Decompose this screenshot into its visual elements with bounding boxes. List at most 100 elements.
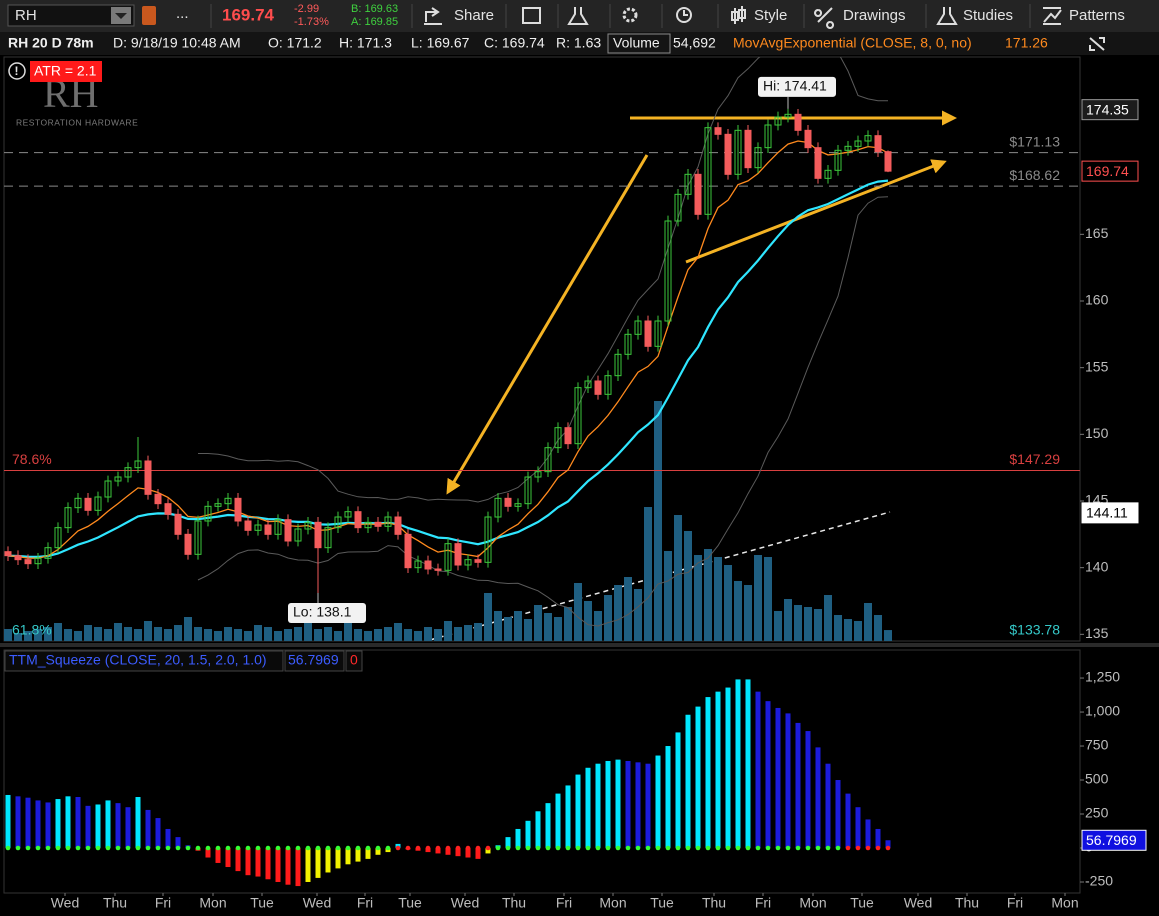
candle-body xyxy=(154,493,162,505)
squeeze-dot xyxy=(565,845,571,851)
candle-body xyxy=(884,151,892,172)
x-tick-label: Tue xyxy=(250,895,274,911)
squeeze-dot xyxy=(685,845,691,851)
flask-icon[interactable] xyxy=(567,7,589,25)
candle-body xyxy=(734,129,742,175)
rally-arrow[interactable] xyxy=(446,154,649,495)
momentum-bar xyxy=(505,837,511,848)
momentum-bar xyxy=(605,760,611,848)
volume-bar xyxy=(214,631,222,641)
symbol-box[interactable] xyxy=(7,4,135,27)
squeeze-dot xyxy=(125,845,131,851)
drawings-button[interactable]: Drawings xyxy=(843,7,906,24)
candle-body xyxy=(594,380,602,395)
candle-body xyxy=(244,520,252,531)
squeeze-dot xyxy=(405,845,411,851)
candle-body xyxy=(44,547,52,559)
momentum-bar xyxy=(855,807,861,848)
momentum-bar xyxy=(755,691,761,848)
more-button[interactable]: ... xyxy=(176,5,189,22)
plot-group xyxy=(5,679,891,887)
share-button[interactable]: Share xyxy=(454,7,494,24)
patterns-button[interactable]: Patterns xyxy=(1069,7,1125,24)
momentum-bar xyxy=(885,840,891,848)
volume-bar xyxy=(184,617,192,641)
expand-icon[interactable] xyxy=(1089,37,1105,51)
candle-body xyxy=(804,129,812,149)
volume-bar xyxy=(204,629,212,641)
support-arrow[interactable] xyxy=(685,159,947,264)
bollinger-upper xyxy=(198,57,889,503)
squeeze-dot xyxy=(865,845,871,851)
volume-bar xyxy=(124,627,132,641)
studies-button[interactable]: Studies xyxy=(963,7,1013,24)
y-tick-label: -250 xyxy=(1085,873,1113,889)
symbol: RH xyxy=(15,7,37,24)
candle-body xyxy=(204,505,212,522)
settings-icon[interactable] xyxy=(622,7,638,23)
squeeze-dot xyxy=(615,845,621,851)
momentum-bar xyxy=(215,847,221,863)
alert-icon[interactable] xyxy=(8,62,26,80)
volume-bar xyxy=(374,629,382,641)
bid: B: 169.63 xyxy=(351,3,398,15)
snapshot-icon[interactable] xyxy=(522,7,541,24)
squeeze-dot xyxy=(855,845,861,851)
candle-body xyxy=(624,333,632,355)
squeeze-dot xyxy=(885,845,891,851)
squeeze-dot xyxy=(705,845,711,851)
volume-bar xyxy=(734,581,742,641)
candle-body xyxy=(224,497,232,505)
volume-bar xyxy=(844,619,852,641)
candle-body xyxy=(484,516,492,563)
candle-body xyxy=(54,527,62,549)
candle-body xyxy=(534,471,542,478)
x-tick-label: Mon xyxy=(599,895,626,911)
volume-bar xyxy=(324,627,332,641)
link-icon[interactable] xyxy=(142,6,156,25)
volume-bar xyxy=(414,631,422,641)
momentum-bar xyxy=(875,828,881,848)
volume-value: 54,692 xyxy=(673,35,716,51)
momentum-bar xyxy=(795,722,801,848)
squeeze-dot xyxy=(315,845,321,851)
volume-bar xyxy=(614,585,622,641)
candle-body xyxy=(344,511,352,518)
candle-body xyxy=(664,220,672,322)
x-tick-label: Wed xyxy=(904,895,933,911)
volume-bar xyxy=(604,595,612,641)
volume-title: Volume xyxy=(613,35,660,51)
candle-body xyxy=(124,467,132,478)
candle-body xyxy=(324,527,332,549)
squeeze-dot xyxy=(95,845,101,851)
momentum-bar xyxy=(315,847,321,878)
squeeze-dot xyxy=(795,845,801,851)
squeeze-dot xyxy=(365,845,371,851)
candle-body xyxy=(264,524,272,535)
candle-body xyxy=(234,497,242,522)
style-button[interactable]: Style xyxy=(754,7,787,24)
volume-bar xyxy=(814,609,822,641)
squeeze-dot xyxy=(875,845,881,851)
momentum-bar xyxy=(665,746,671,848)
clock-icon[interactable] xyxy=(676,7,692,23)
price-badge-label: 174.35 xyxy=(1086,101,1129,117)
squeeze-dot xyxy=(325,845,331,851)
candle-body xyxy=(634,320,642,335)
squeeze-dot xyxy=(255,845,261,851)
volume-bar xyxy=(54,623,62,641)
squeeze-state: 0 xyxy=(350,652,358,668)
volume-bar xyxy=(744,585,752,641)
candle-body xyxy=(384,516,392,527)
squeeze-dot xyxy=(825,845,831,851)
momentum-bar xyxy=(645,763,651,848)
y-tick-label: 140 xyxy=(1085,558,1109,574)
candle-body xyxy=(184,533,192,555)
squeeze-dot xyxy=(145,845,151,851)
volume-bar xyxy=(664,551,672,641)
squeeze-dot xyxy=(235,845,241,851)
dropdown-icon xyxy=(115,13,127,19)
level-label: $168.62 xyxy=(1009,167,1060,183)
squeeze-dot xyxy=(355,845,361,851)
candle-body xyxy=(194,520,202,555)
